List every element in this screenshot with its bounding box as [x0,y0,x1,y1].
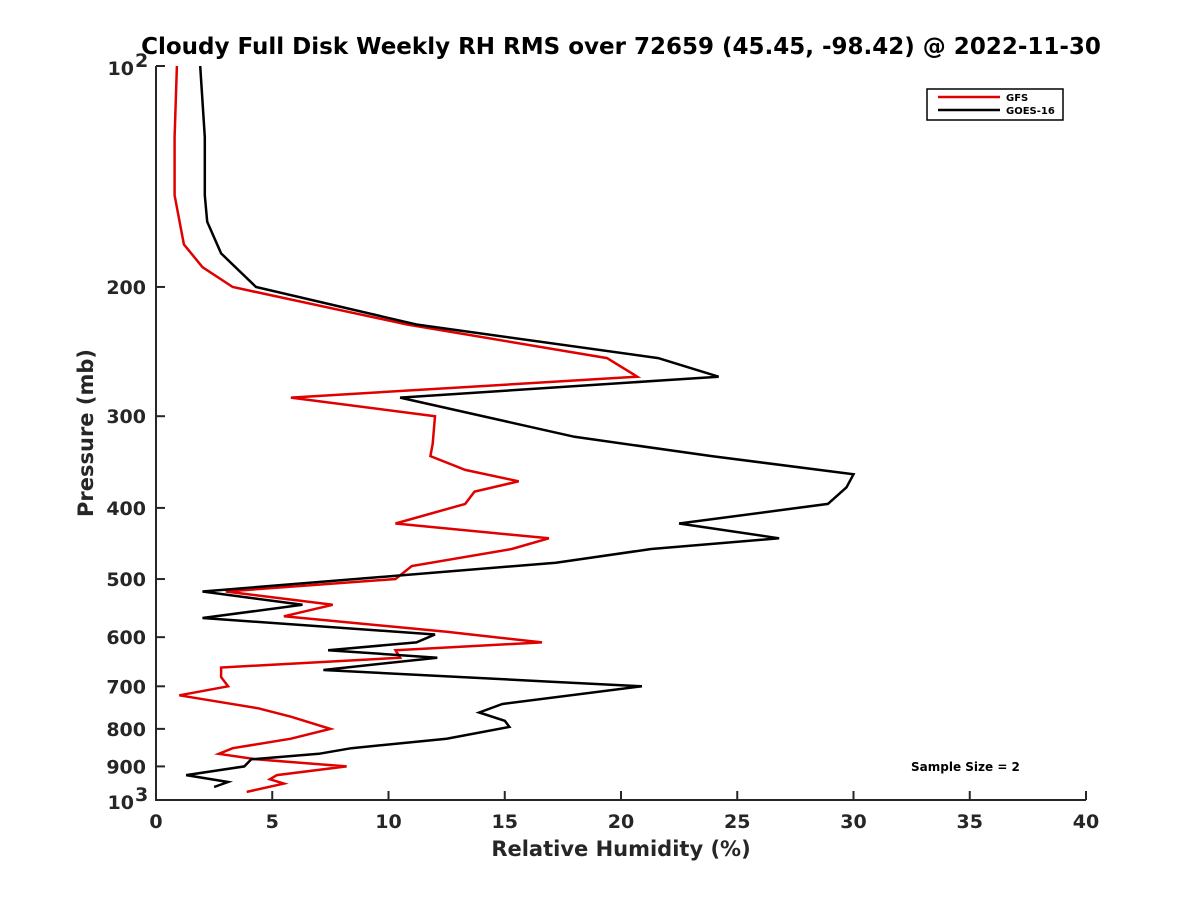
x-tick-label: 25 [724,811,750,833]
series-layer [173,65,856,794]
y-tick-exponent: 2 [135,50,148,72]
legend-label-goes16: GOES-16 [1006,106,1055,117]
y-tick-label: 10 [108,792,134,814]
x-tick-label: 35 [957,811,983,833]
x-tick-label: 30 [840,811,866,833]
series-line-goes16 [185,65,856,789]
y-tick-label: 400 [106,498,146,520]
legend: GFS GOES-16 [926,88,1064,121]
y-tick-label: 200 [106,277,146,299]
y-axis-label: Pressure (mb) [74,349,98,517]
y-tick-label: 300 [106,406,146,428]
legend-label-gfs: GFS [1006,93,1028,104]
y-tick-label: 700 [106,676,146,698]
legend-box [926,88,1064,121]
x-tick-label: 5 [266,811,279,833]
x-tick-label: 10 [375,811,401,833]
sample-size-note: Sample Size = 2 [911,760,1020,774]
x-tick-label: 15 [492,811,518,833]
y-tick-label: 900 [106,756,146,778]
x-ticks: 0 5 10 15 20 25 30 35 40 [149,791,1099,833]
x-tick-label: 20 [608,811,634,833]
y-tick-label: 800 [106,719,146,741]
x-axis-label: Relative Humidity (%) [491,837,750,861]
y-tick-label: 10 [108,58,134,80]
y-tick-label: 600 [106,627,146,649]
x-tick-label: 0 [149,811,162,833]
series-line-gfs [173,65,642,794]
y-tick-label: 500 [106,569,146,591]
y-tick-exponent: 3 [135,784,148,806]
chart-title: Cloudy Full Disk Weekly RH RMS over 7265… [141,34,1101,60]
plot-area [156,66,1086,799]
x-tick-label: 40 [1073,811,1099,833]
